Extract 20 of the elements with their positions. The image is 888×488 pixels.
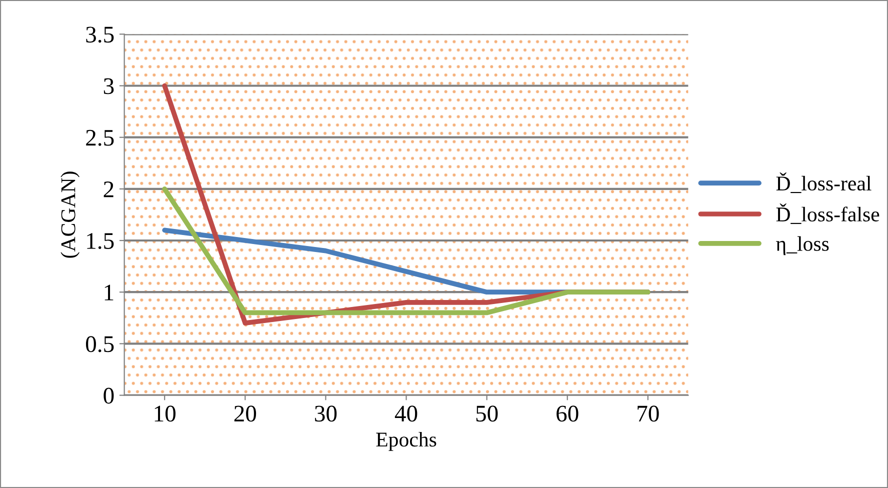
x-tick-label: 70	[638, 406, 659, 422]
y-tick-label: 3	[104, 78, 114, 94]
x-tick-label: 60	[556, 406, 578, 422]
y-tick-label: 2.5	[86, 130, 114, 146]
x-tick-label: 10	[154, 406, 176, 422]
x-tick-label: 40	[394, 406, 418, 422]
legend-label: Ď_loss-false	[776, 203, 880, 224]
x-tick-label: 30	[315, 406, 337, 422]
y-tick-label: 3.5	[86, 26, 114, 43]
y-tick-label: 0.5	[86, 336, 114, 352]
y-tick-label: 1.5	[87, 233, 114, 250]
x-tick-label: 50	[476, 406, 498, 422]
y-tick-label: 1	[104, 284, 114, 300]
y-tick-label: 0	[104, 388, 114, 404]
legend-label: η_loss	[776, 236, 829, 256]
y-tick-label: 2	[104, 181, 114, 198]
x-tick-label: 20	[234, 406, 256, 422]
legend-label: Ď_loss-real	[776, 172, 872, 194]
y-axis-title: (ACGAN)	[60, 172, 80, 258]
x-axis-title: Epochs	[376, 432, 436, 451]
